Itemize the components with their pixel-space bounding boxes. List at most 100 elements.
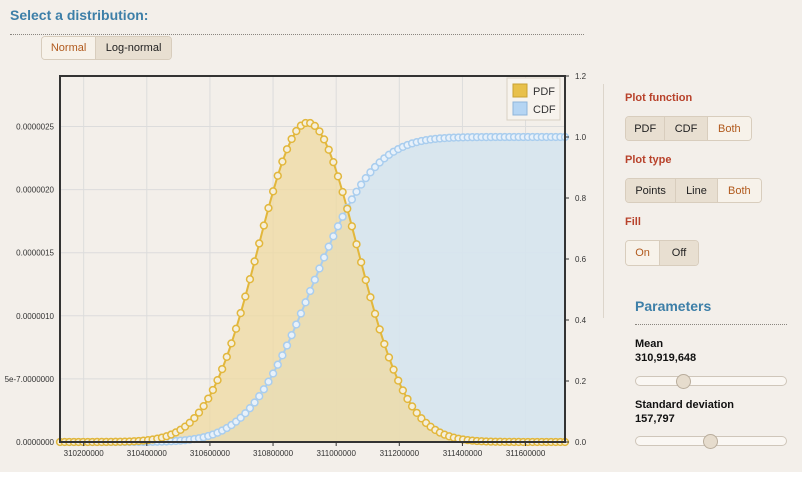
pdf-point bbox=[376, 326, 383, 333]
pdf-point bbox=[251, 258, 258, 265]
cdf-point bbox=[321, 254, 328, 261]
legend: PDF CDF bbox=[507, 78, 560, 120]
x-tick-label: 310600000 bbox=[190, 449, 231, 458]
page-title: Select a distribution: bbox=[10, 7, 148, 23]
plot-function-selector: PDF CDF Both bbox=[625, 116, 752, 141]
cdf-point bbox=[270, 370, 277, 377]
fill-on-button[interactable]: On bbox=[626, 241, 660, 265]
right-y-tick-label: 0.0 bbox=[575, 438, 587, 447]
legend-swatch-pdf bbox=[513, 84, 527, 97]
cdf-point bbox=[260, 386, 267, 393]
plot-type-label: Plot type bbox=[625, 154, 671, 166]
cdf-point bbox=[274, 361, 281, 368]
pdf-point bbox=[196, 409, 203, 416]
tab-log-normal[interactable]: Log-normal bbox=[96, 37, 171, 59]
x-tick-label: 310800000 bbox=[253, 449, 294, 458]
left-y-tick-label: 0.0000000 bbox=[16, 438, 54, 447]
cdf-point bbox=[316, 265, 323, 272]
pdf-point bbox=[386, 354, 393, 361]
pdf-point bbox=[219, 366, 226, 373]
pdf-point bbox=[247, 276, 254, 283]
cdf-point bbox=[302, 299, 309, 306]
pdf-point bbox=[200, 403, 207, 410]
left-y-tick-label: 0.0000025 bbox=[16, 122, 54, 131]
x-tick-label: 310200000 bbox=[64, 449, 105, 458]
title-divider bbox=[10, 34, 584, 35]
cdf-point bbox=[358, 181, 365, 188]
pdf-point bbox=[228, 340, 235, 347]
mean-slider-handle[interactable] bbox=[676, 374, 691, 389]
pdf-point bbox=[335, 173, 342, 180]
right-y-tick-label: 1.2 bbox=[575, 72, 587, 81]
cdf-point bbox=[256, 393, 263, 400]
cdf-point bbox=[330, 233, 337, 240]
pdf-point bbox=[381, 341, 388, 348]
plot-type-selector: Points Line Both bbox=[625, 178, 762, 203]
pdf-point bbox=[321, 136, 328, 143]
std-slider[interactable] bbox=[635, 436, 787, 446]
right-y-tick-label: 0.8 bbox=[575, 194, 587, 203]
pdf-point bbox=[270, 188, 277, 195]
plot-function-both-button[interactable]: Both bbox=[708, 117, 751, 140]
cdf-point bbox=[288, 332, 295, 339]
legend-label-pdf: PDF bbox=[533, 86, 555, 98]
pdf-point bbox=[339, 189, 346, 196]
cdf-point bbox=[335, 223, 342, 230]
pdf-point bbox=[348, 223, 355, 230]
pdf-point bbox=[265, 205, 272, 212]
x-tick-label: 311600000 bbox=[506, 449, 546, 458]
legend-label-cdf: CDF bbox=[533, 104, 556, 116]
fill-label: Fill bbox=[625, 216, 641, 228]
pdf-point bbox=[367, 294, 374, 301]
pdf-point bbox=[325, 146, 332, 153]
pdf-point bbox=[372, 310, 379, 317]
pdf-point bbox=[362, 277, 369, 284]
cdf-point bbox=[284, 342, 291, 349]
left-axis-ticks: 0.0000000 5e-7.0000000 0.0000010 0.0000015 0… bbox=[5, 122, 55, 447]
fill-selector: On Off bbox=[625, 240, 699, 266]
std-value: 157,797 bbox=[635, 413, 675, 425]
plot-type-points-button[interactable]: Points bbox=[626, 179, 676, 202]
pdf-point bbox=[330, 159, 337, 166]
mean-slider[interactable] bbox=[635, 376, 787, 386]
pdf-point bbox=[316, 128, 323, 135]
pdf-point bbox=[209, 387, 216, 394]
mean-value: 310,919,648 bbox=[635, 352, 696, 364]
plot-function-pdf-button[interactable]: PDF bbox=[626, 117, 665, 140]
controls-divider bbox=[603, 84, 604, 318]
std-slider-handle[interactable] bbox=[703, 434, 718, 449]
parameters-title: Parameters bbox=[635, 298, 711, 314]
fill-off-button[interactable]: Off bbox=[660, 241, 698, 265]
right-axis-ticks: 0.0 0.2 0.4 0.6 0.8 1.0 1.2 bbox=[565, 72, 587, 447]
pdf-point bbox=[358, 259, 365, 266]
cdf-point bbox=[348, 196, 355, 203]
cdf-point bbox=[311, 276, 318, 283]
cdf-point bbox=[293, 321, 300, 328]
distribution-selector: Normal Log-normal bbox=[41, 36, 172, 60]
cdf-point bbox=[265, 378, 272, 385]
left-y-tick-label: 0.0000020 bbox=[16, 186, 54, 195]
std-label: Standard deviation bbox=[635, 399, 734, 411]
pdf-point bbox=[223, 353, 230, 360]
plot-type-line-button[interactable]: Line bbox=[676, 179, 717, 202]
plot-function-cdf-button[interactable]: CDF bbox=[665, 117, 707, 140]
parameters-divider bbox=[635, 324, 787, 325]
footer-strip bbox=[0, 472, 802, 480]
x-tick-label: 311200000 bbox=[380, 449, 420, 458]
pdf-point bbox=[237, 310, 244, 317]
x-tick-label: 311400000 bbox=[443, 449, 483, 458]
pdf-point bbox=[284, 146, 291, 153]
cdf-point bbox=[325, 243, 332, 250]
cdf-point bbox=[279, 352, 286, 359]
left-y-tick-label: 0.0000015 bbox=[16, 249, 54, 258]
pdf-point bbox=[404, 396, 411, 403]
right-y-tick-label: 0.4 bbox=[575, 316, 587, 325]
x-tick-label: 311000000 bbox=[316, 449, 356, 458]
cdf-point bbox=[307, 288, 314, 295]
plot-type-both-button[interactable]: Both bbox=[718, 179, 761, 202]
pdf-point bbox=[242, 293, 249, 300]
tab-normal[interactable]: Normal bbox=[42, 37, 96, 59]
pdf-point bbox=[260, 222, 267, 229]
right-y-tick-label: 0.6 bbox=[575, 255, 587, 264]
pdf-point bbox=[279, 158, 286, 165]
